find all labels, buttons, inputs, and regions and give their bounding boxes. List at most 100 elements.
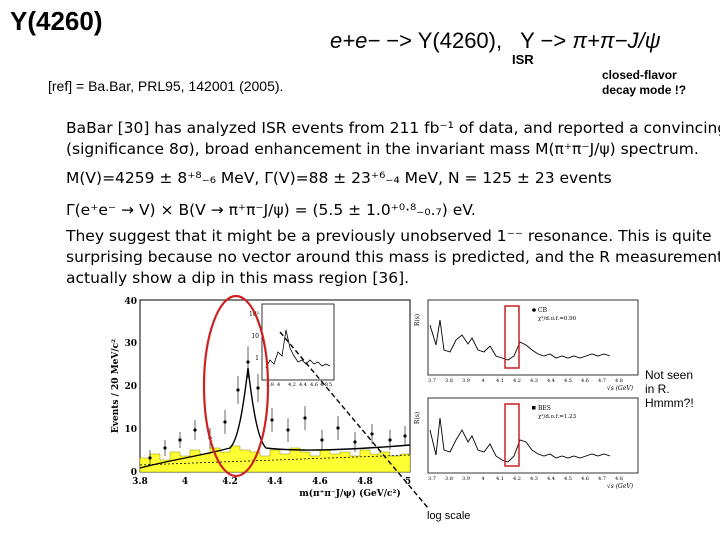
main-histogram: 10² 10 1 3.8 4 4.2 4.4 4.6 4.8 5 0 10 20… — [111, 294, 429, 509]
xtick: 4.4 — [267, 477, 283, 487]
r-bottom-xtick: 4.7 — [598, 476, 606, 482]
body-line-5: They suggest that it might be a previous… — [66, 227, 712, 245]
r-bottom-xtick: 3.7 — [428, 476, 436, 482]
body-line-6: surprising because no vector around this… — [66, 248, 720, 266]
inset-xtick: 4 — [277, 382, 280, 388]
reaction-arrow-2: −> — [540, 28, 567, 53]
xtick: 4.2 — [222, 477, 238, 487]
paragraph-mass-width: M(V)=4259 ± 8⁺⁸₋₆ MeV, Γ(V)=88 ± 23⁺⁶₋₄ … — [66, 168, 666, 189]
inset-curve — [265, 329, 331, 369]
paragraph-interpretation: They suggest that it might be a previous… — [66, 226, 720, 289]
r-bottom-xtick: 3.9 — [462, 476, 470, 482]
r-bottom-curve — [429, 417, 611, 463]
body-line-2: (significance 8σ), broad enhancement in … — [66, 140, 699, 158]
r-top-legend: CB — [538, 307, 548, 314]
not-seen-line-1: Not seen — [645, 368, 694, 382]
r-top-legend-marker — [532, 308, 536, 312]
r-top-xlabel: √s (GeV) — [607, 385, 634, 392]
inset-plot-frame — [261, 303, 335, 381]
figure-plots: 10² 10 1 3.8 4 4.2 4.4 4.6 4.8 5 0 10 20… — [111, 294, 639, 509]
paragraph-partial-width: Γ(e⁺e⁻ → V) × B(V → π⁺π⁻J/ψ) = (5.5 ± 1.… — [66, 200, 666, 221]
background-curve — [139, 454, 411, 466]
reaction-sep: , — [496, 28, 503, 53]
r-bottom-xlabel: √s (GeV) — [607, 483, 634, 490]
xtick: 3.8 — [132, 477, 148, 487]
r-bottom-xtick: 4.2 — [513, 476, 521, 482]
inset-xtick: 5 — [329, 382, 332, 388]
not-seen-line-3: Hmmm?! — [645, 396, 694, 410]
r-plot-top-frame — [427, 299, 639, 376]
reference-citation: [ref] = Ba.Bar, PRL95, 142001 (2005). — [48, 78, 284, 94]
inset-ytick: 10² — [249, 311, 260, 318]
inset-xtick: 4.6 — [310, 382, 318, 388]
main-xlabel: m(π⁺π⁻J/ψ) (GeV/c²) — [299, 488, 401, 499]
xtick: 4 — [182, 477, 188, 487]
inset-ytick: 1 — [255, 355, 259, 362]
reaction-arrow-1: −> — [386, 28, 412, 53]
highlight-ellipse — [202, 294, 270, 478]
log-scale-pointer — [279, 331, 429, 509]
ytick: 10 — [124, 425, 137, 435]
reaction-formula: e+e− −> Y(4260), Y −> π+π−J/ψ — [330, 28, 661, 54]
r-bottom-legend-marker — [532, 406, 536, 410]
r-top-xtick: 4.1 — [496, 378, 504, 384]
r-bottom-chi: χ²/d.o.f.=1.23 — [538, 413, 577, 420]
inset-ytick: 10 — [251, 333, 259, 340]
paragraph-analysis: BaBar [30] has analyzed ISR events from … — [66, 118, 720, 160]
decay-note-line-2: decay mode !? — [602, 83, 687, 97]
r-plot-bottom: BES χ²/d.o.f.=1.23 R(s) 3.7 3.8 3.9 4 4.… — [414, 397, 639, 490]
r-bottom-xtick: 4.5 — [564, 476, 572, 482]
body-line-3: M(V)=4259 ± 8⁺⁸₋₆ MeV, Γ(V)=88 ± 23⁺⁶₋₄ … — [66, 169, 612, 187]
r-bottom-xtick: 4.1 — [496, 476, 504, 482]
r-top-xtick: 3.9 — [462, 378, 470, 384]
r-bottom-xtick: 4 — [481, 476, 484, 482]
r-top-xtick: 4.5 — [564, 378, 572, 384]
r-bottom-xtick: 4.3 — [530, 476, 538, 482]
r-top-highlight — [504, 305, 520, 369]
xtick: 5 — [405, 477, 411, 487]
ytick: 20 — [124, 382, 137, 392]
reaction-mid: Y(4260) — [417, 28, 496, 53]
not-seen-note: Not seen in R. Hmmm?! — [645, 368, 705, 410]
r-bottom-legend: BES — [538, 405, 551, 412]
r-top-xtick: 4.3 — [530, 378, 538, 384]
reaction-y: Y — [520, 28, 535, 53]
r-bottom-highlight — [504, 403, 520, 467]
inset-xtick: 4.4 — [299, 382, 307, 388]
r-top-ylabel: R(s) — [414, 314, 421, 326]
not-seen-line-2: in R. — [645, 382, 670, 396]
data-points — [148, 346, 407, 466]
r-top-xtick: 4.6 — [581, 378, 589, 384]
log-scale-label: log scale — [427, 510, 471, 522]
ytick: 0 — [131, 468, 137, 478]
ytick: 40 — [124, 297, 137, 307]
reaction-rhs: π+π−J/ψ — [572, 28, 661, 53]
main-ylabel: Events / 20 MeV/c² — [111, 339, 121, 433]
body-line-7: actually show a dip in this mass region … — [66, 269, 410, 287]
inset-xtick: 3.8 — [266, 382, 274, 388]
r-top-xtick: 3.8 — [445, 378, 453, 384]
body-line-1: BaBar [30] has analyzed ISR events from … — [66, 119, 720, 137]
r-top-xtick: 4.2 — [513, 378, 521, 384]
background-histogram — [139, 445, 411, 473]
r-top-xtick: 4.4 — [547, 378, 555, 384]
xtick: 4.6 — [312, 477, 328, 487]
slide-title: Y(4260) — [10, 6, 103, 36]
isr-subscript: ISR — [512, 52, 534, 67]
body-line-4: Γ(e⁺e⁻ → V) × B(V → π⁺π⁻J/ψ) = (5.5 ± 1.… — [66, 201, 476, 219]
r-top-xtick: 4.7 — [598, 378, 606, 384]
r-top-xtick: 4.8 — [615, 378, 623, 384]
r-top-chi: χ²/d.o.f.=0.90 — [538, 315, 577, 322]
inset-xtick: 4.2 — [288, 382, 296, 388]
r-bottom-xtick: 4.4 — [547, 476, 555, 482]
fit-curve — [139, 367, 411, 469]
r-top-xtick: 3.7 — [428, 378, 436, 384]
r-plot-top: CB χ²/d.o.f.=0.90 R(s) 3.7 3.8 3.9 4 4.1… — [414, 299, 639, 392]
r-bottom-xtick: 3.8 — [445, 476, 453, 482]
xtick: 4.8 — [357, 477, 373, 487]
decay-note: closed-flavor decay mode !? — [602, 68, 712, 98]
r-plot-bottom-frame — [427, 397, 639, 474]
r-bottom-xtick: 4.8 — [615, 476, 623, 482]
decay-note-line-1: closed-flavor — [602, 68, 677, 82]
reaction-lhs: e+e− — [330, 28, 381, 53]
